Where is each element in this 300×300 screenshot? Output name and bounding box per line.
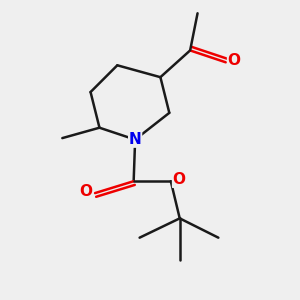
Text: O: O bbox=[228, 53, 241, 68]
Text: N: N bbox=[129, 132, 142, 147]
Text: O: O bbox=[172, 172, 186, 187]
Text: O: O bbox=[80, 184, 93, 199]
